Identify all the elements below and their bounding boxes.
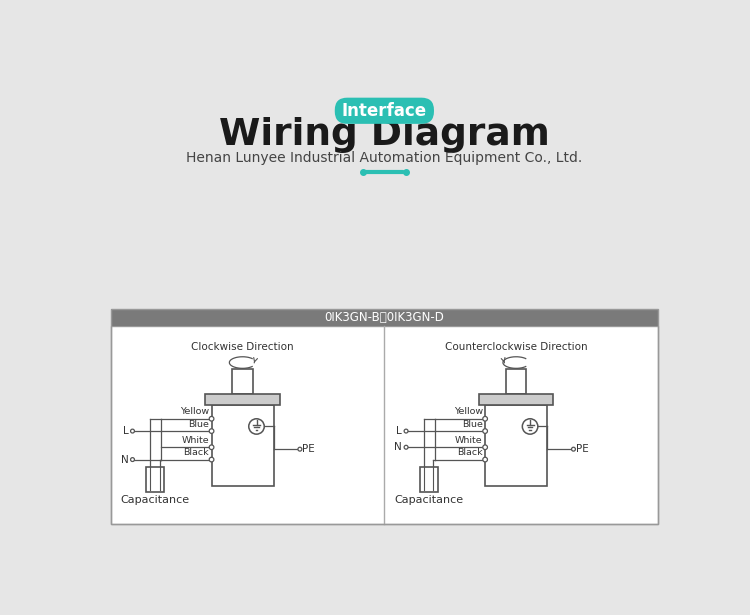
Circle shape xyxy=(483,458,488,462)
Text: Clockwise Direction: Clockwise Direction xyxy=(191,342,294,352)
Text: PE: PE xyxy=(302,444,315,454)
Circle shape xyxy=(209,429,214,434)
Text: N: N xyxy=(394,442,402,452)
Text: Interface: Interface xyxy=(342,101,427,120)
Bar xyxy=(479,394,554,405)
Bar xyxy=(232,370,253,394)
Circle shape xyxy=(404,445,408,449)
Bar xyxy=(206,394,280,405)
Circle shape xyxy=(483,445,488,450)
Text: Wiring Diagram: Wiring Diagram xyxy=(219,117,550,153)
Bar xyxy=(485,405,547,486)
Text: L: L xyxy=(397,426,402,436)
Text: Blue: Blue xyxy=(462,419,483,429)
Text: Black: Black xyxy=(184,448,209,457)
Text: Henan Lunyee Industrial Automation Equipment Co., Ltd.: Henan Lunyee Industrial Automation Equip… xyxy=(186,151,583,165)
Circle shape xyxy=(522,419,538,434)
Circle shape xyxy=(404,429,408,433)
FancyBboxPatch shape xyxy=(334,98,434,124)
Bar xyxy=(111,309,658,524)
Circle shape xyxy=(249,419,264,434)
Circle shape xyxy=(298,447,302,451)
Text: Capacitance: Capacitance xyxy=(394,494,464,505)
Bar xyxy=(111,325,658,524)
Bar xyxy=(420,467,438,492)
Circle shape xyxy=(209,416,214,421)
Text: Black: Black xyxy=(458,448,483,457)
Text: White: White xyxy=(455,436,483,445)
Bar xyxy=(506,370,526,394)
Text: Blue: Blue xyxy=(188,419,209,429)
Circle shape xyxy=(483,429,488,434)
Text: Yellow: Yellow xyxy=(180,407,209,416)
Circle shape xyxy=(130,429,134,433)
Circle shape xyxy=(209,458,214,462)
Text: Yellow: Yellow xyxy=(454,407,483,416)
Circle shape xyxy=(209,445,214,450)
Circle shape xyxy=(572,447,575,451)
Text: 0IK3GN-B、0IK3GN-D: 0IK3GN-B、0IK3GN-D xyxy=(325,311,444,323)
Text: L: L xyxy=(123,426,129,436)
Bar xyxy=(146,467,164,492)
Bar xyxy=(211,405,274,486)
Text: Counterclockwise Direction: Counterclockwise Direction xyxy=(445,342,587,352)
Bar xyxy=(111,309,658,325)
Text: White: White xyxy=(182,436,209,445)
Text: Capacitance: Capacitance xyxy=(121,494,190,505)
Circle shape xyxy=(130,458,134,461)
Text: N: N xyxy=(121,454,129,464)
Circle shape xyxy=(483,416,488,421)
Text: PE: PE xyxy=(576,444,589,454)
